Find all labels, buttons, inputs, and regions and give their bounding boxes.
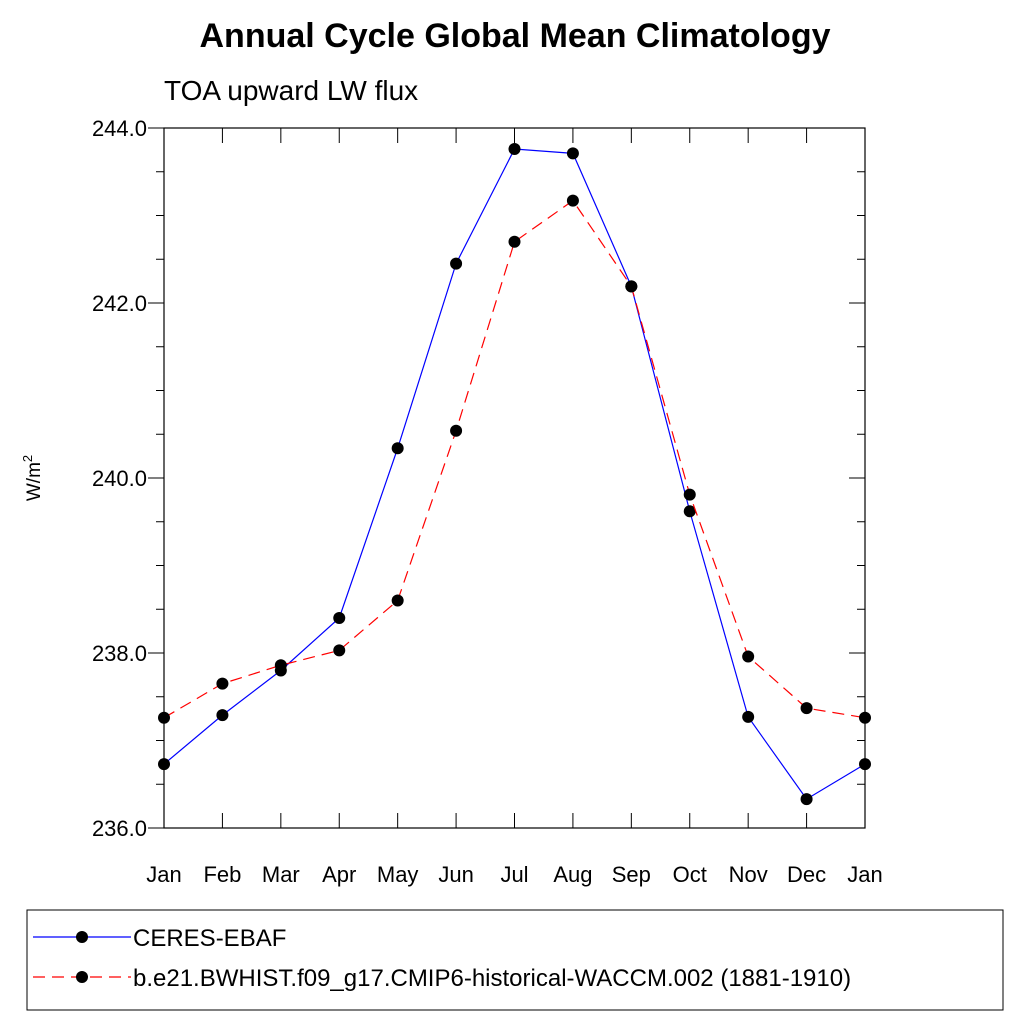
x-tick-label: Dec xyxy=(787,862,826,887)
chart-title: Annual Cycle Global Mean Climatology xyxy=(200,17,831,55)
x-tick-label: Mar xyxy=(262,862,300,887)
series-line-2 xyxy=(163,199,866,719)
series-1-point xyxy=(683,505,696,518)
y-tick-label: 238.0 xyxy=(92,641,147,666)
x-tick-label: Jan xyxy=(146,862,181,887)
series-2-point xyxy=(859,711,871,724)
x-tick-label: Jun xyxy=(438,862,473,887)
x-tick-label: Nov xyxy=(729,862,768,887)
x-tick-label: Jan xyxy=(847,862,882,887)
legend-label-2: b.e21.BWHIST.f09_g17.CMIP6-historical-WA… xyxy=(133,965,851,992)
series-1-point xyxy=(566,147,579,160)
legend-marker-2 xyxy=(76,971,88,983)
series-2-point xyxy=(566,194,579,207)
series-2-point xyxy=(274,659,287,672)
series-2-point xyxy=(625,280,638,293)
series-2-point xyxy=(450,424,463,437)
x-tick-label: Feb xyxy=(203,862,241,887)
chart-subtitle: TOA upward LW flux xyxy=(164,75,418,106)
plot-frame xyxy=(163,127,866,829)
series-1-point xyxy=(800,793,813,806)
series-2-point xyxy=(216,677,229,690)
y-tick-labels: 236.0 238.0 240.0 242.0 244.0 xyxy=(92,116,147,841)
series-2-point xyxy=(391,594,404,607)
y-tick-label: 240.0 xyxy=(92,466,147,491)
y-axis-label-text: W/m xyxy=(24,462,45,501)
legend-label-1: CERES-EBAF xyxy=(133,925,286,952)
x-tick-label: Oct xyxy=(673,862,707,887)
series-1-point xyxy=(508,143,521,155)
series-2-point xyxy=(742,650,755,663)
svg-text:W/m2: W/m2 xyxy=(20,455,45,501)
x-tick-labels: Jan Feb Mar Apr May Jun Jul Aug Sep Oct Nov Dec Jan xyxy=(146,862,882,887)
series-layer xyxy=(158,143,871,806)
y-tick-label: 236.0 xyxy=(92,816,147,841)
series-1-point xyxy=(216,709,229,722)
axis-ticks xyxy=(148,127,866,829)
x-tick-label: Sep xyxy=(612,862,651,887)
series-1-point xyxy=(391,442,404,455)
series-1-point xyxy=(450,257,463,270)
x-tick-label: Jul xyxy=(500,862,528,887)
series-2-point xyxy=(508,235,521,248)
y-axis-label: W/m2 xyxy=(20,455,45,501)
series-2-point xyxy=(800,702,813,715)
legend: CERES-EBAF b.e21.BWHIST.f09_g17.CMIP6-his… xyxy=(33,925,851,992)
y-axis-label-superscript: 2 xyxy=(20,455,35,462)
x-tick-label: Aug xyxy=(553,862,592,887)
series-2-point xyxy=(683,488,696,501)
x-tick-label: Apr xyxy=(322,862,356,887)
series-1-point xyxy=(742,710,755,723)
x-tick-label: May xyxy=(377,862,419,887)
series-1-point xyxy=(333,612,346,624)
series-1-point xyxy=(158,758,170,771)
series-2-point xyxy=(333,644,346,657)
series-2-point xyxy=(158,711,170,724)
series-1-point xyxy=(859,758,871,771)
legend-box xyxy=(26,909,1004,1011)
y-tick-label: 244.0 xyxy=(92,116,147,141)
legend-marker-1 xyxy=(76,931,88,943)
y-tick-label: 242.0 xyxy=(92,291,147,316)
